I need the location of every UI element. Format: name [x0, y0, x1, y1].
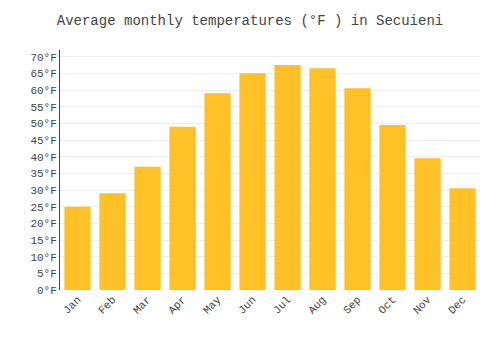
svg-text:Jul: Jul	[271, 294, 293, 316]
svg-text:10°F: 10°F	[30, 252, 56, 264]
svg-text:Jun: Jun	[236, 294, 258, 316]
svg-text:Average monthly temperatures (: Average monthly temperatures (°F ) in Se…	[57, 13, 443, 29]
svg-text:Apr: Apr	[166, 294, 188, 316]
svg-text:70°F: 70°F	[30, 52, 56, 64]
svg-text:45°F: 45°F	[30, 135, 56, 147]
svg-text:20°F: 20°F	[30, 218, 56, 230]
svg-text:Oct: Oct	[376, 294, 398, 316]
svg-text:Dec: Dec	[446, 294, 468, 316]
svg-text:50°F: 50°F	[30, 118, 56, 130]
svg-text:0°F: 0°F	[37, 285, 57, 297]
svg-text:Aug: Aug	[306, 294, 328, 316]
svg-text:25°F: 25°F	[30, 202, 56, 214]
svg-text:5°F: 5°F	[37, 268, 57, 280]
svg-text:55°F: 55°F	[30, 102, 56, 114]
svg-text:35°F: 35°F	[30, 168, 56, 180]
svg-text:30°F: 30°F	[30, 185, 56, 197]
svg-text:65°F: 65°F	[30, 68, 56, 80]
svg-text:Nov: Nov	[411, 294, 434, 317]
svg-text:60°F: 60°F	[30, 85, 56, 97]
svg-text:40°F: 40°F	[30, 152, 56, 164]
svg-text:Sep: Sep	[341, 294, 363, 316]
svg-text:Feb: Feb	[96, 294, 118, 316]
svg-text:Jan: Jan	[61, 294, 83, 316]
svg-text:May: May	[201, 294, 224, 317]
svg-text:15°F: 15°F	[30, 235, 56, 247]
svg-text:Mar: Mar	[131, 294, 153, 316]
